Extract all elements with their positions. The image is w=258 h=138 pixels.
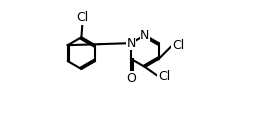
Text: N: N <box>126 37 136 50</box>
Text: O: O <box>126 72 136 85</box>
Text: Cl: Cl <box>158 70 170 83</box>
Text: Cl: Cl <box>172 39 184 52</box>
Text: Cl: Cl <box>77 11 89 24</box>
Text: N: N <box>140 29 150 42</box>
